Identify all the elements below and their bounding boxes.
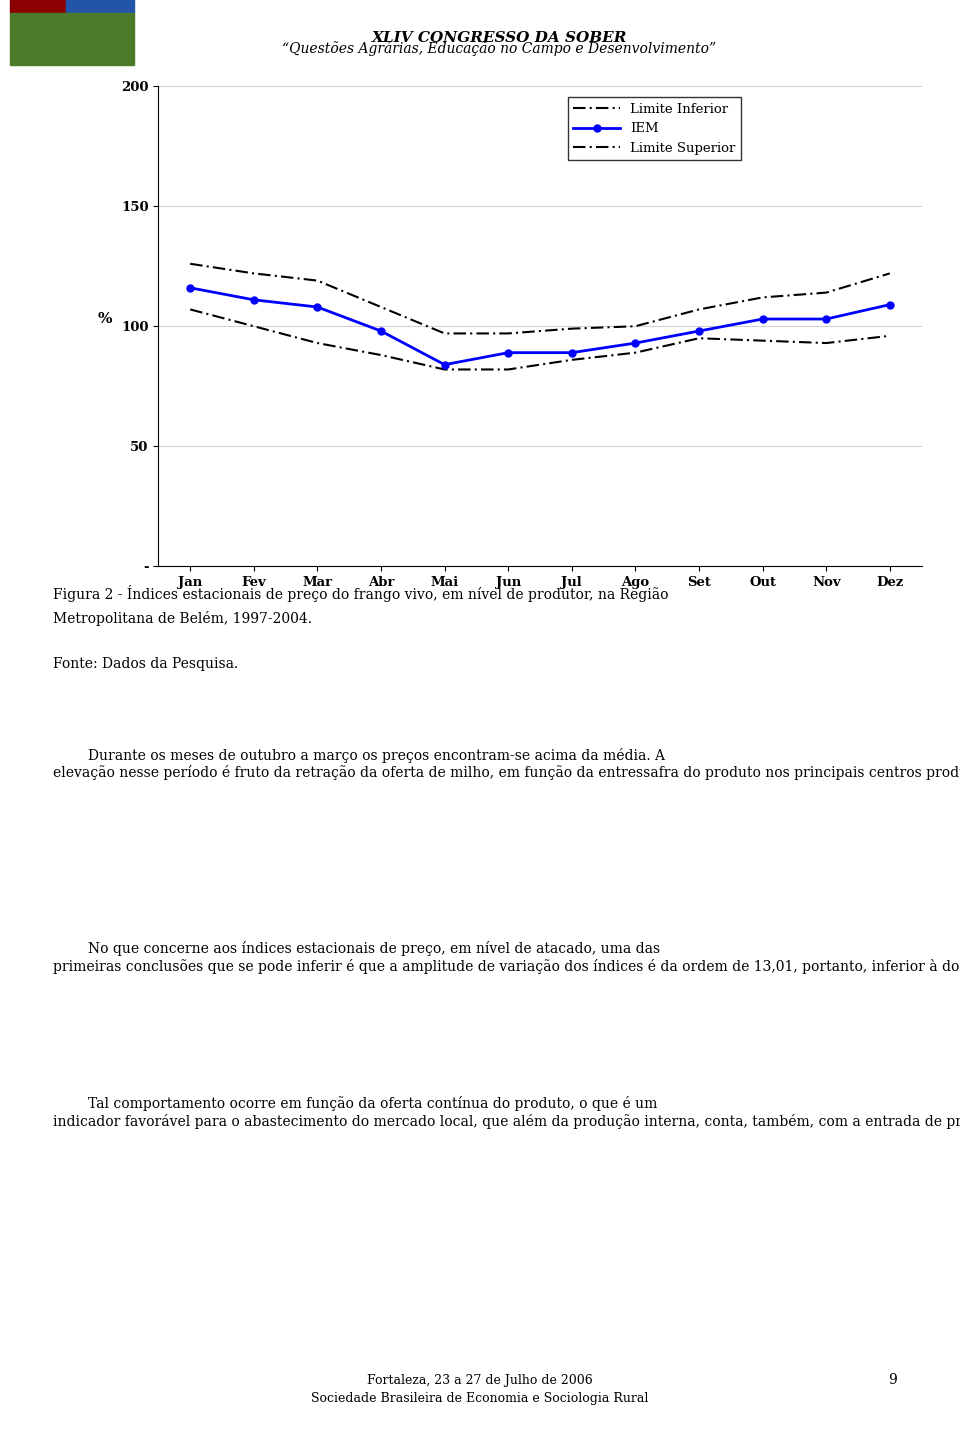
- Text: Tal comportamento ocorre em função da oferta contínua do produto, o que é um
ind: Tal comportamento ocorre em função da of…: [53, 1096, 960, 1129]
- Text: Durante os meses de outubro a março os preços encontram-se acima da média. A
ele: Durante os meses de outubro a março os p…: [53, 747, 960, 780]
- Bar: [65, 0, 134, 13]
- Text: Fonte: Dados da Pesquisa.: Fonte: Dados da Pesquisa.: [53, 657, 238, 671]
- Y-axis label: %: %: [97, 313, 111, 327]
- Text: Figura 2 - Índices estacionais de preço do frango vivo, em nível de produtor, na: Figura 2 - Índices estacionais de preço …: [53, 585, 668, 602]
- Legend: Limite Inferior, IEM, Limite Superior: Limite Inferior, IEM, Limite Superior: [568, 98, 741, 161]
- Text: 9: 9: [888, 1372, 898, 1387]
- Text: No que concerne aos índices estacionais de preço, em nível de atacado, uma das
p: No que concerne aos índices estacionais …: [53, 941, 960, 974]
- Bar: [10, 0, 65, 13]
- Text: XLIV CONGRESSO DA SOBER: XLIV CONGRESSO DA SOBER: [372, 30, 627, 44]
- Text: Metropolitana de Belém, 1997-2004.: Metropolitana de Belém, 1997-2004.: [53, 611, 312, 625]
- Text: “Questões Agrárias, Educação no Campo e Desenvolvimento”: “Questões Agrárias, Educação no Campo e …: [282, 40, 716, 56]
- Text: Sociedade Brasileira de Economia e Sociologia Rural: Sociedade Brasileira de Economia e Socio…: [311, 1392, 649, 1405]
- Bar: [10, 13, 134, 65]
- Text: Fortaleza, 23 a 27 de Julho de 2006: Fortaleza, 23 a 27 de Julho de 2006: [367, 1374, 593, 1387]
